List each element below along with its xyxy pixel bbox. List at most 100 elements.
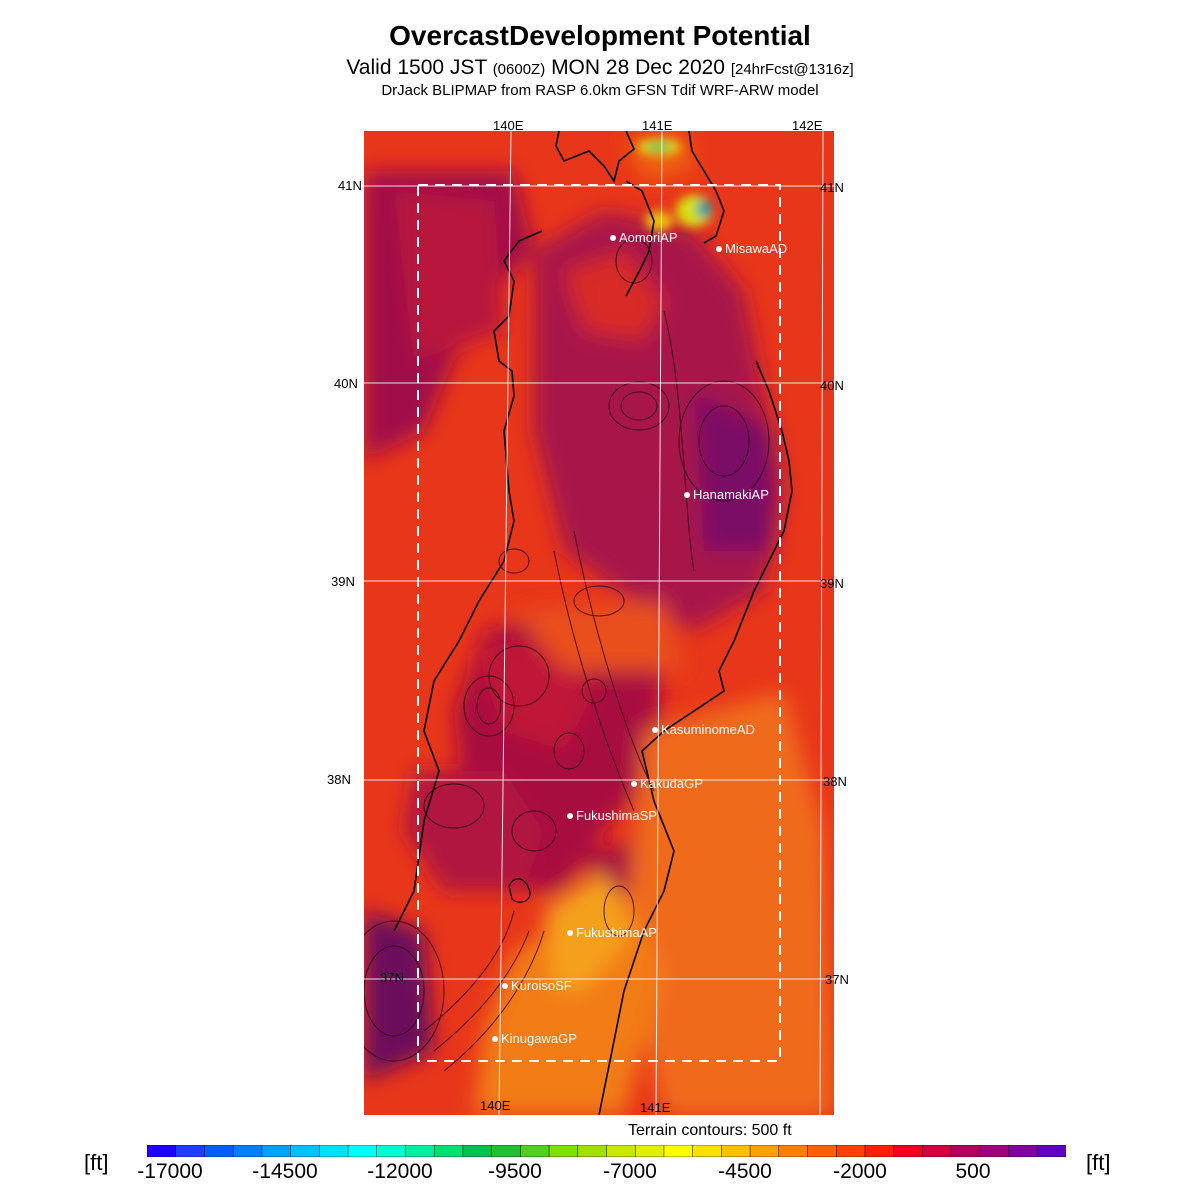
station-marker: FukushimaSP [567, 808, 657, 823]
colorbar-swatch [491, 1145, 522, 1157]
colorbar-swatch [577, 1145, 608, 1157]
colorbar-swatch [376, 1145, 407, 1157]
lat-label-left: 41N [338, 178, 362, 193]
colorbar-tick: -7000 [603, 1160, 657, 1183]
colorbar-swatch [433, 1145, 464, 1157]
station-label: AomoriAP [619, 230, 678, 245]
station-label: KasuminomeAD [661, 722, 755, 737]
station-label: HanamakiAP [693, 487, 769, 502]
colorbar-swatch [462, 1145, 493, 1157]
colorbar-swatch [749, 1145, 780, 1157]
station-dot [610, 234, 616, 241]
colorbar-swatch [347, 1145, 378, 1157]
colorbar [147, 1145, 1066, 1157]
map-title: OvercastDevelopment Potential [389, 20, 811, 51]
station-dot [567, 812, 573, 819]
station-marker: KasuminomeAD [652, 722, 755, 737]
colorbar-tick: -4500 [718, 1160, 772, 1183]
valid-prefix: Valid 1500 JST [346, 56, 487, 79]
colorbar-tick: -14500 [252, 1160, 318, 1183]
station-label: KinugawaGP [501, 1031, 577, 1046]
colorbar-swatch [663, 1145, 694, 1157]
station-dot [502, 982, 508, 989]
station-marker: KuroisoSF [502, 978, 572, 993]
inland-lake [508, 878, 531, 903]
station-marker: AomoriAP [610, 230, 678, 245]
colorbar-swatch [520, 1145, 550, 1157]
station-label: FukushimaAP [576, 925, 657, 940]
colorbar-unit-right: [ft] [1086, 1150, 1111, 1175]
station-label: KuroisoSF [511, 978, 572, 993]
colorbar-swatch [319, 1145, 349, 1157]
colorbar-tick: -17000 [137, 1160, 203, 1183]
terrain-contours [364, 238, 770, 1072]
coastline [393, 131, 793, 1115]
lon-label-bottom: 140E [480, 1098, 511, 1113]
lat-label-left: 40N [334, 376, 358, 391]
station-dot [684, 491, 690, 498]
forecast-info: [24hrFcst@1316z] [730, 61, 854, 78]
colorbar-swatch [893, 1145, 924, 1157]
lat-label-left: 38N [327, 772, 351, 787]
colorbar-tick: -2000 [833, 1160, 887, 1183]
lon-label-top: 141E [642, 118, 673, 133]
colorbar-swatch [979, 1145, 1010, 1157]
lat-label-right: 40N [820, 378, 844, 393]
colorbar-swatch [864, 1145, 895, 1157]
station-dot [492, 1035, 498, 1042]
colorbar-swatch [778, 1145, 809, 1157]
valid-date: MON 28 Dec 2020 [551, 56, 725, 79]
lon-label-top: 142E [792, 118, 823, 133]
station-marker: KakudaGP [631, 776, 703, 791]
colorbar-swatch [1008, 1145, 1039, 1157]
lon-label-bottom: 141E [640, 1100, 671, 1115]
colorbar-swatch [261, 1145, 292, 1157]
domain-boundary [417, 184, 781, 1062]
lat-label-right: 37N [825, 972, 849, 987]
valid-time-line: Valid 1500 JST (0600Z) MON 28 Dec 2020 [… [0, 56, 1200, 80]
station-marker: FukushimaAP [567, 925, 657, 940]
forecast-map [364, 131, 834, 1115]
colorbar-swatch [606, 1145, 636, 1157]
lat-label-right: 41N [820, 180, 844, 195]
colorbar-swatch [405, 1145, 435, 1157]
colorbar-swatch [1037, 1145, 1066, 1157]
lat-label-right: 38N [823, 774, 847, 789]
lon-label-top: 140E [493, 118, 524, 133]
station-dot [631, 780, 637, 787]
colorbar-swatch [548, 1145, 579, 1157]
colorbar-tick: -9500 [488, 1160, 542, 1183]
colorbar-tick: 500 [955, 1160, 991, 1183]
station-marker: HanamakiAP [684, 487, 769, 502]
colorbar-swatch [922, 1145, 952, 1157]
bright-patches [637, 139, 712, 231]
station-dot [652, 726, 658, 733]
lat-label-left: 39N [331, 574, 355, 589]
colorbar-swatch [721, 1145, 751, 1157]
colorbar-swatch [836, 1145, 866, 1157]
colorbar-swatch [204, 1145, 234, 1157]
station-label: KakudaGP [640, 776, 703, 791]
valid-utc: (0600Z) [492, 61, 546, 78]
colorbar-swatch [950, 1145, 981, 1157]
station-marker: KinugawaGP [492, 1031, 577, 1046]
station-dot [567, 929, 573, 936]
station-dot [716, 245, 722, 252]
colorbar-swatch [147, 1145, 177, 1157]
colorbar-swatch [290, 1145, 321, 1157]
colorbar-swatch [232, 1145, 263, 1157]
graticule [364, 131, 834, 1115]
station-label: FukushimaSP [576, 808, 657, 823]
station-label: MisawaAD [725, 241, 788, 256]
station-marker: MisawaAD [716, 241, 787, 256]
colorbar-swatch [807, 1145, 838, 1157]
lat-label-left: 37N [380, 970, 404, 985]
model-line: DrJack BLIPMAP from RASP 6.0km GFSN Tdif… [381, 82, 819, 99]
colorbar-swatch [692, 1145, 723, 1157]
colorbar-tick: -12000 [367, 1160, 433, 1183]
lat-label-right: 39N [820, 576, 844, 591]
colorbar-swatch [634, 1145, 665, 1157]
colorbar-swatch [175, 1145, 206, 1157]
terrain-note: Terrain contours: 500 ft [628, 1122, 792, 1139]
